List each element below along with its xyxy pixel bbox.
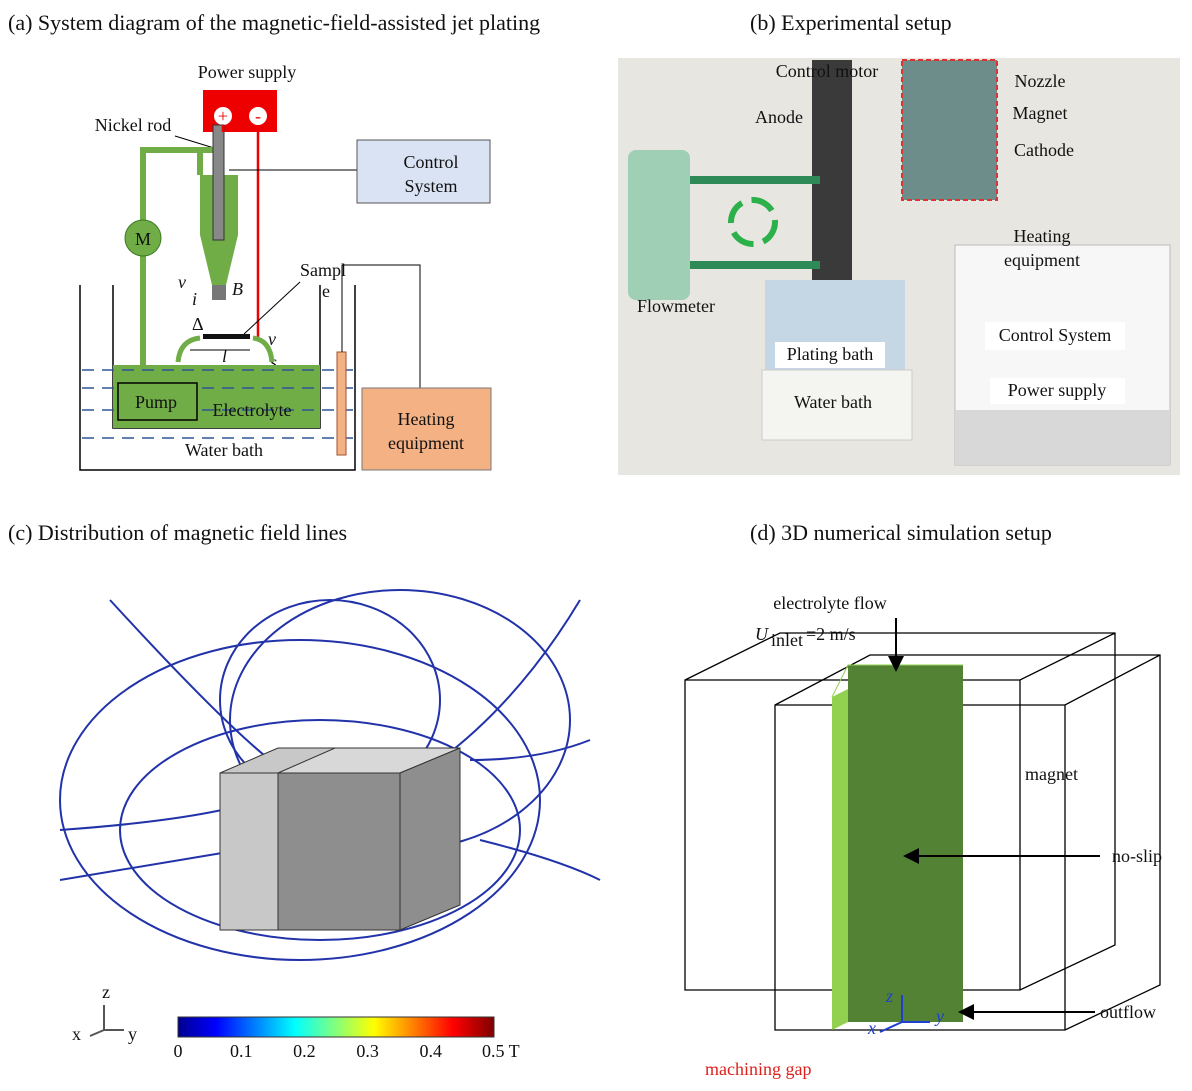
label: equipment (388, 433, 464, 453)
label: =2 m/s (806, 624, 856, 644)
colorbar-tick-label: 0.1 (230, 1041, 253, 1061)
triad (90, 1005, 124, 1036)
inset (902, 60, 997, 200)
heating-box (362, 388, 491, 470)
axis-label: z (885, 986, 893, 1006)
label: Power supply (1008, 380, 1107, 400)
label: System (404, 176, 457, 196)
panel-d: (d) 3D numerical simulation setup electr… (685, 520, 1162, 1079)
power-panel (955, 410, 1170, 465)
nozzle-tip (212, 285, 226, 300)
label: Cathode (1014, 140, 1074, 160)
gap-side (832, 689, 848, 1030)
leader (175, 136, 214, 148)
leader (244, 282, 300, 334)
motor-stand (812, 60, 852, 280)
magnet-side (220, 773, 278, 930)
figure: (a) System diagram of the magnetic-field… (0, 0, 1192, 1091)
nickel-rod (213, 125, 224, 240)
label: - (255, 106, 261, 126)
label: magnet (1025, 764, 1078, 784)
label: Electrolyte (213, 400, 292, 420)
flowmeter (628, 150, 690, 300)
label: Power supply (198, 62, 297, 82)
label: Sampl (300, 260, 346, 280)
label: Control motor (776, 61, 879, 81)
axis-label: z (102, 982, 110, 1002)
panel-title: (b) Experimental setup (750, 10, 952, 35)
label: Water bath (794, 392, 872, 412)
label: machining gap (705, 1059, 811, 1079)
panel-title: (c) Distribution of magnetic field lines (8, 520, 347, 545)
label: + (218, 106, 228, 126)
axis-label: y (128, 1024, 137, 1044)
label: electrolyte flow (773, 593, 886, 613)
label: Anode (755, 107, 803, 127)
label: Control (403, 152, 458, 172)
axis-label: x (72, 1024, 81, 1044)
colorbar-tick-label: 0.5 T (482, 1041, 520, 1061)
magnet-face (278, 748, 460, 930)
label: Nickel rod (95, 115, 171, 135)
heater (337, 352, 346, 455)
label: inlet (771, 630, 803, 650)
label: Flowmeter (637, 296, 715, 316)
panel-c: (c) Distribution of magnetic field lines… (8, 520, 600, 1061)
label: Heating (398, 409, 455, 429)
colorbar-ticks: 0 0.1 0.2 0.3 0.4 0.5 T (174, 1041, 520, 1061)
panel-title: (a) System diagram of the magnetic-field… (8, 10, 540, 35)
label: no-slip (1112, 846, 1162, 866)
label: Nozzle (1015, 71, 1066, 91)
label: Water bath (185, 440, 263, 460)
label: outflow (1100, 1002, 1156, 1022)
wire (342, 265, 420, 388)
symbol: v (178, 272, 186, 292)
magnet-slab (848, 665, 963, 1022)
label: Magnet (1013, 103, 1068, 123)
label: M (135, 229, 151, 249)
symbol: i (192, 289, 197, 309)
colorbar-tick-label: 0.4 (420, 1041, 443, 1061)
colorbar-tick-label: 0.2 (293, 1041, 316, 1061)
symbol: l (222, 346, 227, 366)
sample (203, 334, 250, 339)
label: U (755, 624, 769, 644)
label: Plating bath (787, 344, 874, 364)
label: Control System (999, 325, 1112, 345)
colorbar (178, 1017, 494, 1037)
axis-label: x (867, 1018, 876, 1038)
label: e (322, 281, 330, 301)
symbol: B (232, 279, 243, 299)
axis-label: y (934, 1006, 944, 1026)
label: Heating (1014, 226, 1071, 246)
label: Pump (135, 392, 177, 412)
panel-b: (b) Experimental setup Control motor Ano… (618, 10, 1180, 475)
symbol: Δ (192, 314, 204, 334)
label: equipment (1004, 250, 1080, 270)
panel-a: (a) System diagram of the magnetic-field… (8, 10, 540, 470)
colorbar-tick-label: 0.3 (356, 1041, 379, 1061)
colorbar-tick-label: 0 (174, 1041, 183, 1061)
panel-title: (d) 3D numerical simulation setup (750, 520, 1052, 545)
